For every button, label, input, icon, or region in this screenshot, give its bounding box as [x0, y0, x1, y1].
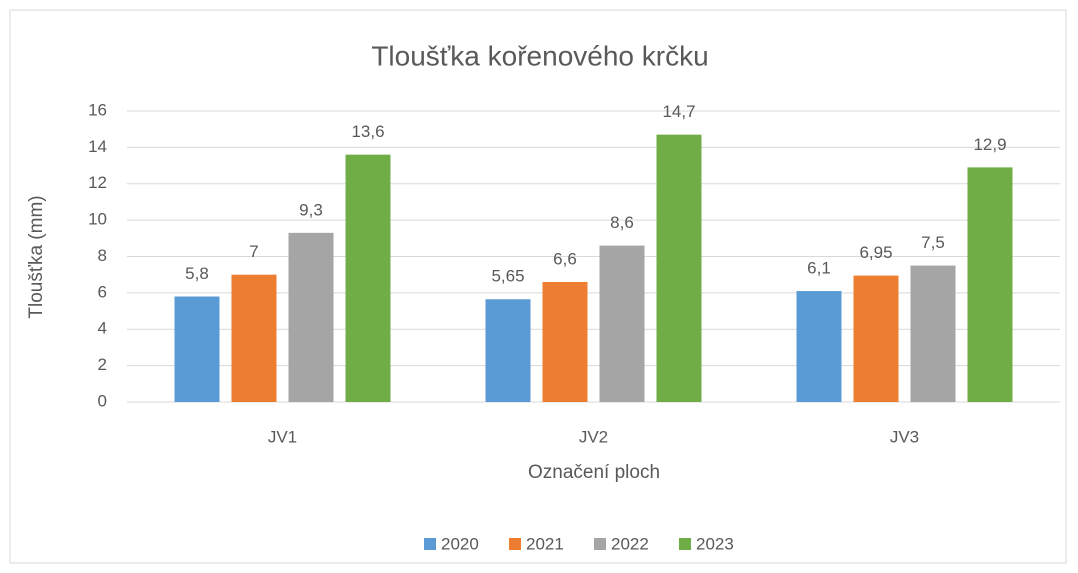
data-label: 7,5: [921, 233, 945, 252]
legend-swatch: [509, 538, 521, 550]
data-label: 7: [249, 242, 258, 261]
bar: [174, 296, 220, 402]
data-label: 6,1: [807, 259, 831, 278]
legend-swatch: [679, 538, 691, 550]
bar: [542, 281, 588, 402]
bar: [599, 245, 645, 402]
data-label: 6,95: [859, 243, 892, 262]
bar: [796, 291, 842, 402]
y-tick-label: 8: [98, 246, 107, 265]
legend-label: 2021: [526, 534, 564, 553]
bar: [853, 275, 899, 402]
legend-swatch: [594, 538, 606, 550]
y-tick-label: 14: [88, 137, 107, 156]
bar: [231, 274, 277, 402]
bar: [967, 167, 1013, 402]
chart-title: Tloušťka kořenového krčku: [371, 40, 708, 71]
bar: [656, 134, 702, 403]
bar: [345, 154, 391, 402]
legend-label: 2022: [611, 534, 649, 553]
y-tick-label: 2: [98, 355, 107, 374]
data-label: 5,8: [185, 264, 209, 283]
bar: [288, 232, 334, 402]
y-axis-label: Tloušťka (mm): [26, 195, 47, 318]
data-label: 14,7: [662, 102, 695, 121]
x-tick-label: JV1: [268, 427, 297, 446]
y-tick-label: 10: [88, 210, 107, 229]
data-label: 8,6: [610, 213, 634, 232]
bar: [910, 265, 956, 402]
y-tick-label: 0: [98, 391, 107, 410]
bar: [485, 299, 531, 402]
y-tick-label: 6: [98, 282, 107, 301]
legend-swatch: [424, 538, 436, 550]
y-tick-label: 4: [98, 319, 107, 338]
data-label: 13,6: [351, 122, 384, 141]
data-label: 9,3: [299, 200, 323, 219]
x-tick-label: JV2: [579, 427, 608, 446]
legend-label: 2020: [441, 534, 479, 553]
data-label: 5,65: [491, 267, 524, 286]
y-tick-label: 16: [88, 100, 107, 119]
x-axis-label: Označení ploch: [528, 462, 660, 483]
y-tick-label: 12: [88, 173, 107, 192]
legend-label: 2023: [696, 534, 734, 553]
data-label: 6,6: [553, 249, 577, 268]
data-label: 12,9: [973, 135, 1006, 154]
x-tick-label: JV3: [890, 427, 919, 446]
